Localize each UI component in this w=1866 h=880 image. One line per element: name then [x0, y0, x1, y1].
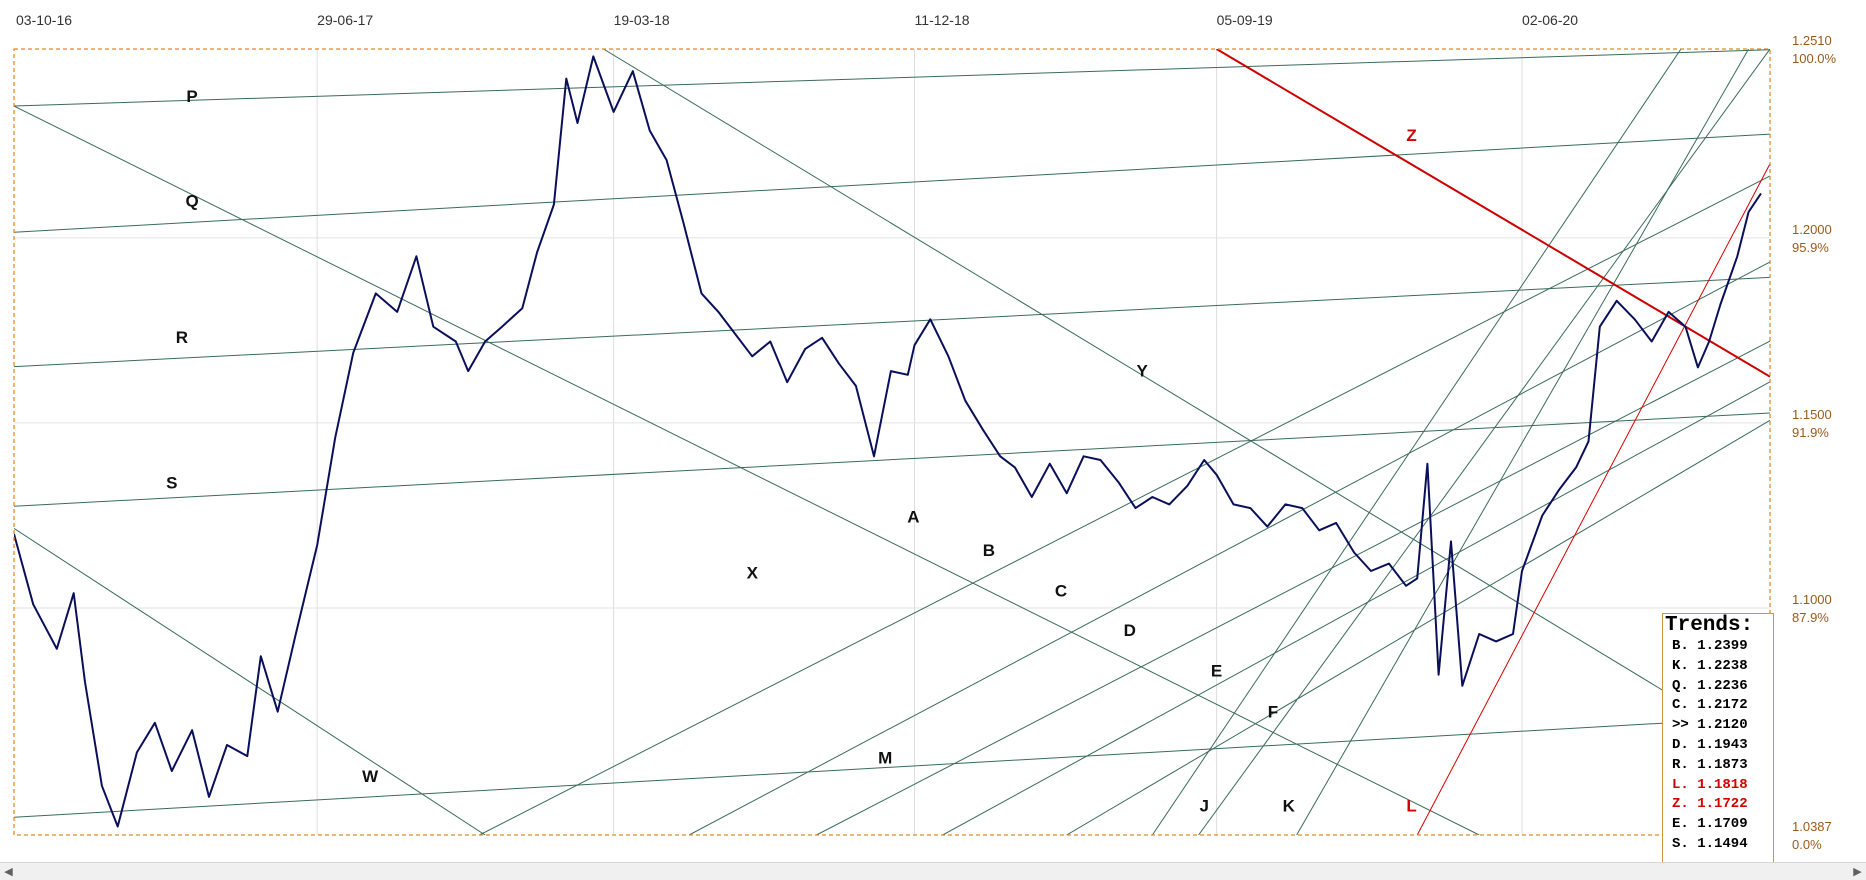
y-tick-percent: 95.9% — [1792, 240, 1829, 255]
trends-panel: Trends: B. 1.2399 K. 1.2238 Q. 1.2236 C. 1.… — [1662, 613, 1774, 863]
trendline-label-e: E — [1211, 662, 1222, 681]
trendline-k — [1296, 49, 1750, 835]
y-tick-price: 1.2510 — [1792, 33, 1832, 48]
y-tick-percent: 87.9% — [1792, 610, 1829, 625]
trend-row: L. 1.1818 — [1672, 776, 1748, 793]
trendline-label-l: L — [1406, 797, 1416, 816]
trendline-s — [14, 412, 1770, 507]
price-line — [14, 55, 1762, 828]
trends-list: B. 1.2399 K. 1.2238 Q. 1.2236 C. 1.2172 >> 1… — [1663, 637, 1773, 855]
x-tick-label: 05-09-19 — [1217, 12, 1273, 28]
trend-row: D. 1.1943 — [1672, 736, 1748, 753]
trendline-a — [479, 175, 1770, 835]
y-axis-labels: 1.2510 100.0% 1.2000 95.9% 1.1500 91.9% 1.1000… — [1792, 33, 1837, 852]
trendline-e — [1066, 419, 1770, 835]
trends-title: Trends: — [1665, 614, 1754, 637]
trendline-label-k: K — [1283, 797, 1296, 816]
trendline-label-m: M — [878, 749, 892, 768]
y-tick-price: 1.1500 — [1792, 407, 1832, 422]
trendline-label-c: C — [1055, 582, 1067, 601]
trendline-c — [816, 340, 1770, 835]
grid-lines — [14, 49, 1770, 835]
arrow-left-icon[interactable]: ◀ — [0, 863, 17, 880]
trendline-q — [14, 133, 1770, 233]
trendlines — [14, 49, 1770, 835]
trendline-b — [688, 261, 1770, 835]
y-tick-percent: 91.9% — [1792, 425, 1829, 440]
trendline-label-r: R — [176, 328, 188, 347]
trendline-p — [14, 49, 1770, 107]
trend-row: E. 1.1709 — [1672, 816, 1748, 833]
trend-row: >> 1.2120 — [1672, 717, 1748, 734]
trendline-m — [14, 719, 1715, 818]
trendline-label-a: A — [907, 508, 919, 527]
trend-row: C. 1.2172 — [1672, 697, 1748, 714]
trend-row: Q. 1.2236 — [1672, 677, 1748, 694]
y-tick-price: 1.0387 — [1792, 819, 1832, 834]
y-tick-price: 1.1000 — [1792, 592, 1832, 607]
trend-row: B. 1.2399 — [1672, 638, 1748, 654]
arrow-right-icon[interactable]: ▶ — [1849, 863, 1866, 880]
trendline-label-d: D — [1124, 621, 1136, 640]
trendline-label-s: S — [166, 473, 177, 492]
trendline-label-j: J — [1199, 797, 1208, 816]
trend-row: R. 1.1873 — [1672, 756, 1748, 773]
price-series — [14, 55, 1762, 828]
x-axis-labels: 03-10-16 29-06-17 19-03-18 11-12-18 05-09-19… — [16, 12, 1578, 28]
trendline-x — [14, 105, 1480, 835]
price-chart: 03-10-16 29-06-17 19-03-18 11-12-18 05-09-19… — [13, 12, 1837, 852]
trendline-label-w: W — [362, 767, 379, 786]
trend-row: K. 1.2238 — [1672, 657, 1748, 674]
trendline-label-q: Q — [185, 192, 198, 211]
trendline-w — [14, 528, 486, 835]
trendline-j — [1151, 49, 1682, 835]
trendline-label-f: F — [1268, 702, 1278, 721]
plot-frame — [13, 48, 1771, 836]
y-tick-percent: 100.0% — [1792, 51, 1837, 66]
trendline-z — [1216, 49, 1770, 378]
trendline-d — [942, 381, 1770, 835]
trendline-f — [1198, 49, 1770, 835]
scrollbar-track[interactable] — [18, 865, 1848, 878]
trendline-label-y: Y — [1137, 361, 1149, 380]
x-tick-label: 03-10-16 — [16, 12, 72, 28]
trendline-l — [1416, 163, 1770, 835]
trendline-labels: P Q R S W X Y A B C D E F J K L M Z — [166, 87, 1417, 816]
trend-row: Z. 1.1722 — [1672, 796, 1748, 813]
trend-row: S. 1.1494 — [1672, 835, 1748, 852]
trendline-r — [14, 276, 1770, 368]
x-tick-label: 29-06-17 — [317, 12, 373, 28]
horizontal-scrollbar[interactable]: ◀ ▶ — [0, 862, 1866, 880]
trendline-label-p: P — [186, 87, 197, 106]
y-tick-price: 1.2000 — [1792, 222, 1832, 237]
trendline-label-z: Z — [1406, 126, 1416, 145]
trendline-label-b: B — [983, 541, 995, 560]
x-tick-label: 19-03-18 — [614, 12, 670, 28]
trendline-y — [603, 49, 1738, 736]
x-tick-label: 11-12-18 — [915, 12, 970, 28]
y-tick-percent: 0.0% — [1792, 837, 1822, 852]
trendline-label-x: X — [747, 563, 759, 582]
x-tick-label: 02-06-20 — [1522, 12, 1578, 28]
